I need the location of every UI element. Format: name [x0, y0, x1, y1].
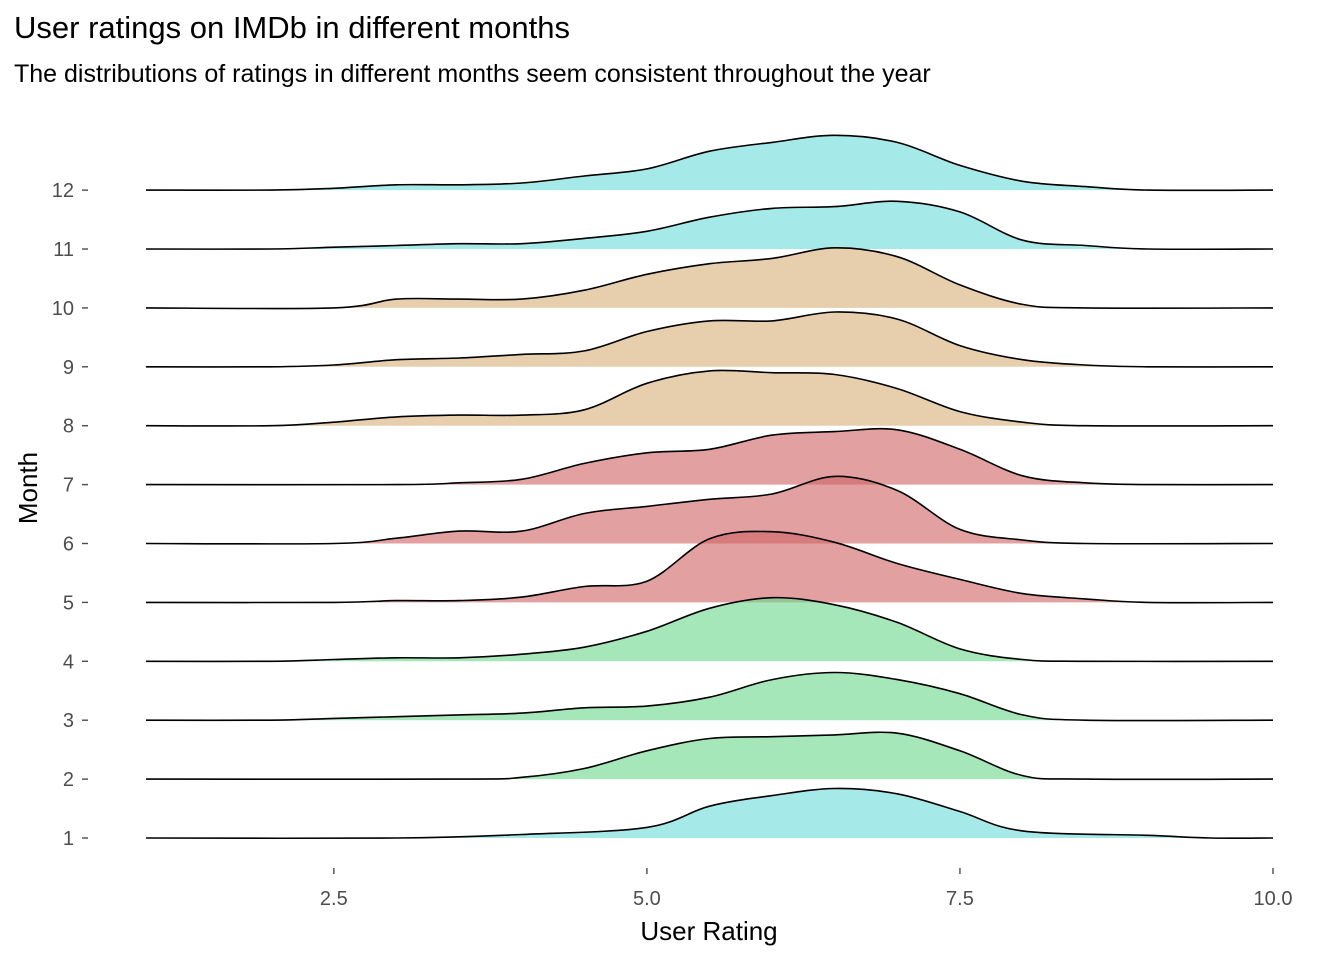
x-tick-label: 7.5 [946, 888, 974, 910]
y-tick-label: 2 [63, 769, 74, 791]
x-axis: 2.5 5.0 7.5 10.0 [320, 868, 1293, 910]
x-axis-title: User Rating [640, 916, 777, 946]
ridge-line-month-9 [145, 311, 1274, 368]
ridge-area-month-1 [146, 788, 1273, 839]
y-tick-label: 3 [63, 710, 74, 732]
chart-title: User ratings on IMDb in different months [14, 10, 570, 45]
ridges-group [145, 134, 1274, 840]
ridge-area-month-4 [146, 597, 1273, 662]
ridge-line-month-10 [145, 246, 1274, 310]
ridge-area-month-10 [146, 247, 1273, 309]
y-tick-label: 5 [63, 592, 74, 614]
ridge-area-month-12 [146, 135, 1273, 191]
y-tick-label: 7 [63, 475, 74, 497]
ridge-area-month-3 [146, 672, 1273, 721]
y-tick-label: 11 [53, 239, 74, 261]
ridge-area-month-6 [146, 476, 1273, 544]
ridge-area-month-8 [146, 370, 1273, 426]
y-tick-label: 4 [63, 651, 74, 673]
ridge-line-month-6 [145, 475, 1274, 545]
y-tick-label: 8 [63, 416, 74, 438]
ridge-area-month-11 [146, 201, 1273, 250]
ridge-line-month-1 [145, 787, 1274, 840]
ridge-line-month-12 [145, 134, 1274, 192]
x-tick-label: 5.0 [633, 888, 661, 910]
y-tick-label: 12 [52, 180, 74, 202]
ridge-area-month-7 [146, 428, 1273, 485]
y-tick-label: 6 [63, 534, 74, 556]
ridge-line-month-3 [145, 671, 1274, 722]
ridge-line-month-11 [145, 200, 1274, 251]
ridge-area-month-2 [146, 732, 1273, 780]
y-tick-label: 9 [63, 357, 74, 379]
ridge-area-month-9 [146, 311, 1273, 367]
ridge-line-month-2 [145, 731, 1274, 781]
x-tick-label: 2.5 [320, 888, 348, 910]
ridge-line-month-8 [145, 369, 1274, 427]
ridge-line-month-7 [145, 427, 1274, 486]
x-tick-label: 10.0 [1254, 888, 1293, 910]
y-tick-label: 1 [63, 828, 74, 850]
ridge-area-month-5 [146, 531, 1273, 603]
ridge-line-month-5 [145, 530, 1274, 604]
ridge-line-month-4 [145, 596, 1274, 663]
y-tick-label: 10 [52, 298, 74, 320]
y-axis-title: Month [13, 452, 43, 524]
chart-subtitle: The distributions of ratings in differen… [14, 60, 931, 88]
